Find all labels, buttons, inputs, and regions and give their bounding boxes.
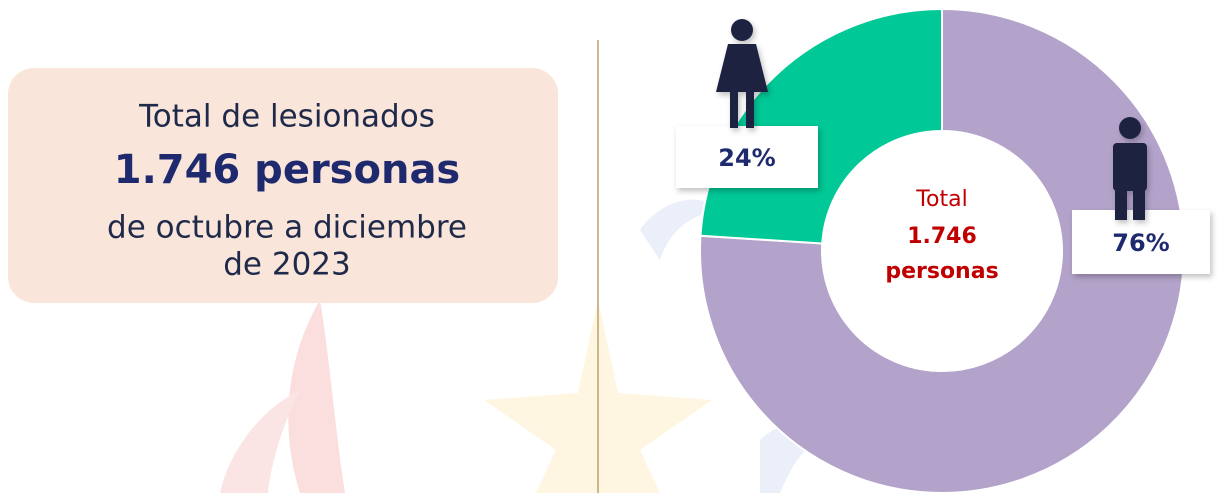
- center-text: 1.746: [907, 224, 977, 249]
- value-label: 24%: [718, 144, 775, 172]
- donut-hole: [822, 131, 1062, 371]
- value-label-box: [1072, 210, 1210, 274]
- summary-line: de octubre a diciembre: [107, 210, 467, 246]
- female-icon: [716, 19, 768, 128]
- center-text: personas: [885, 259, 998, 284]
- male-icon: [1113, 117, 1147, 220]
- summary-line: Total de lesionados: [138, 99, 435, 135]
- donut-chart: 76% 24% Total 1.746 personas: [676, 7, 1210, 493]
- summary-box: [8, 68, 558, 303]
- value-label: 76%: [1112, 229, 1169, 257]
- value-label-box: [676, 126, 818, 188]
- summary-line: de 2023: [223, 247, 351, 283]
- summary-headline: 1.746 personas: [114, 147, 461, 193]
- center-text: Total: [915, 187, 967, 212]
